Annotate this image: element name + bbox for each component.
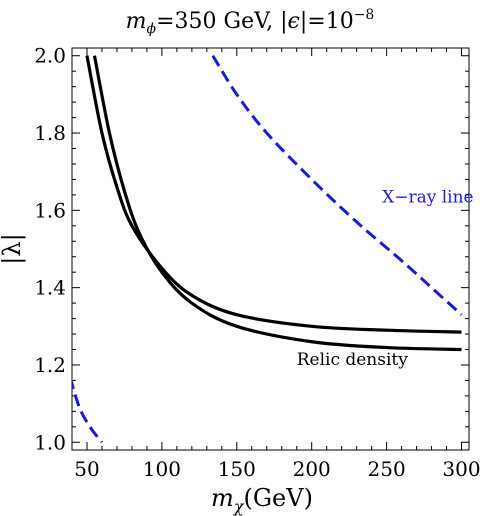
y-tick-label: 1.2	[34, 353, 66, 377]
x-tick-label: 150	[218, 457, 256, 481]
relic-density-curve	[85, 55, 462, 334]
y-axis-title: |λ|	[0, 233, 27, 264]
x-axis-title: mχ(GeV)	[211, 484, 313, 516]
x-ray-line-curve	[72, 377, 104, 444]
annotation-label: Relic density	[297, 350, 409, 370]
annotation-label: X−ray line	[382, 188, 474, 208]
y-tick-label: 1.8	[34, 121, 66, 145]
y-tick-label: 1.6	[34, 198, 66, 222]
chart-title: mϕ=350 GeV, |ϵ|=10−8	[126, 7, 375, 37]
x-tick-label: 100	[143, 457, 181, 481]
axis-ticks: 50 100 150 200 250 300 1.0 1.2 1.4 1.6 1.8 2.0	[34, 44, 480, 481]
annotations: X−ray line Relic density	[297, 188, 474, 370]
x-tick-label: 200	[293, 457, 331, 481]
x-tick-label: 300	[442, 457, 480, 481]
x-tick-label: 250	[368, 457, 406, 481]
x-ray-line-curve	[211, 54, 463, 316]
y-tick-label: 1.0	[34, 430, 66, 454]
x-tick-label: 50	[74, 457, 99, 481]
relic-density-curve	[92, 55, 462, 352]
y-tick-label: 1.4	[34, 276, 66, 300]
plot-frame	[71, 47, 470, 451]
y-tick-label: 2.0	[34, 44, 66, 68]
curves	[72, 54, 463, 444]
